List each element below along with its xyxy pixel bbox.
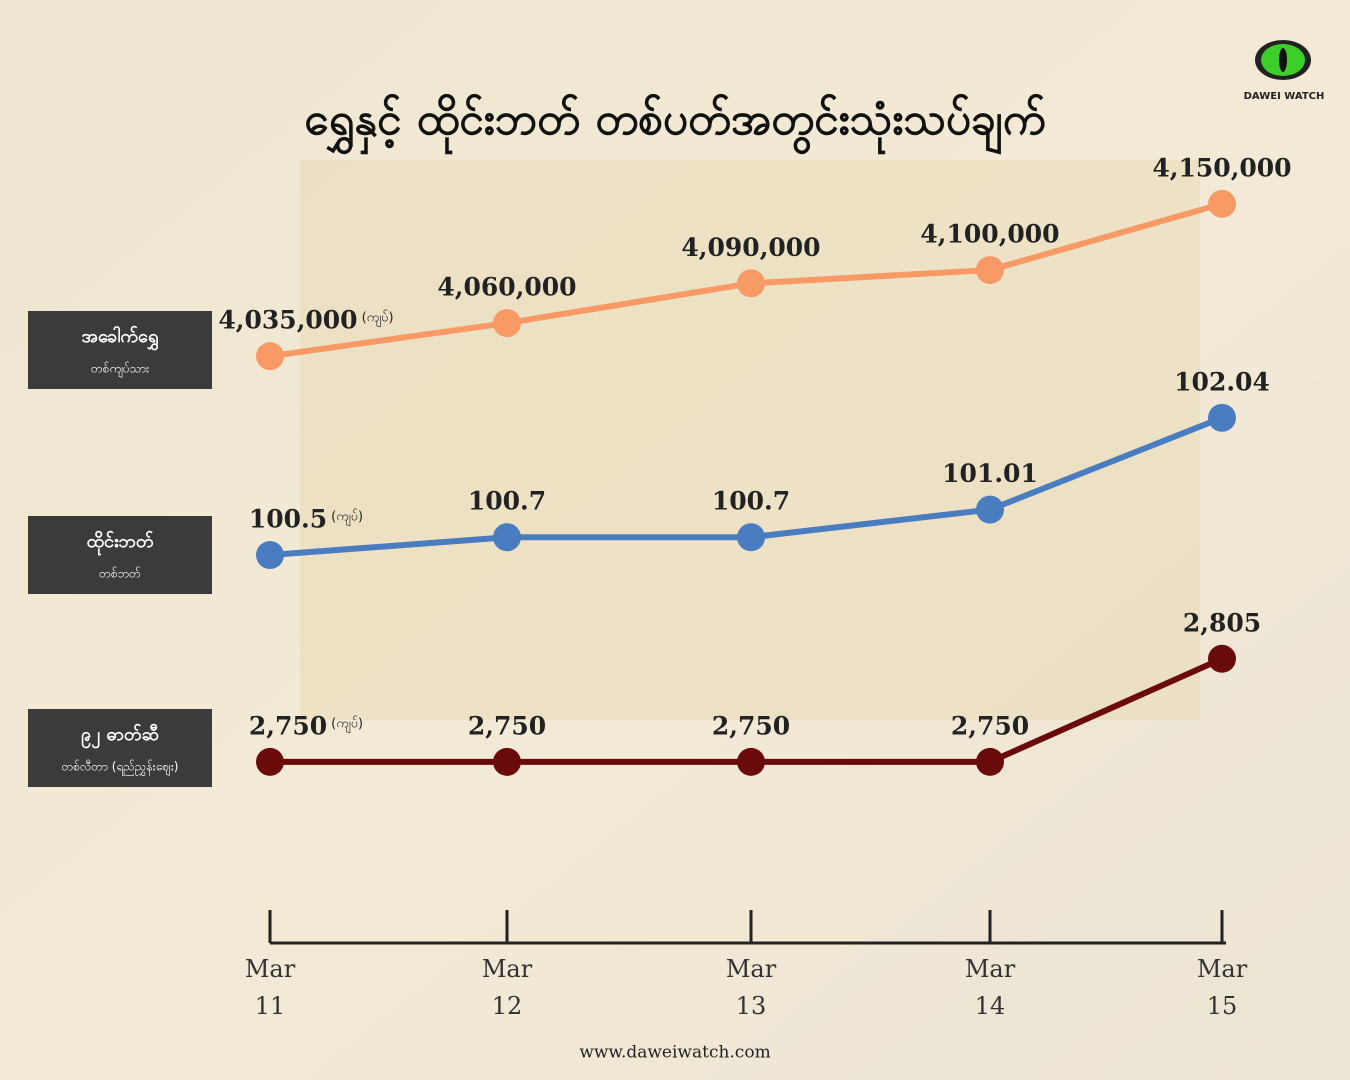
value-label: 4,150,000 bbox=[1152, 153, 1291, 182]
unit-label: (ကျပ်) bbox=[331, 715, 363, 733]
value-label: 100.7 bbox=[468, 487, 546, 516]
value-label: 102.04 bbox=[1174, 367, 1270, 396]
label-box bbox=[28, 516, 212, 594]
value-label: 4,060,000 bbox=[437, 273, 576, 302]
series-sub: တစ်ကျပ်သား bbox=[91, 361, 149, 379]
series-sub: တစ်လီတာ (ရည်ညွှန်းဈေး) bbox=[62, 759, 179, 777]
footer: www.daweiwatch.com bbox=[579, 1043, 770, 1063]
series-sub: တစ်ဘတ် bbox=[99, 566, 141, 581]
point bbox=[1208, 644, 1236, 673]
value-label: 4,035,000 bbox=[218, 306, 357, 335]
label-box bbox=[28, 709, 212, 787]
point bbox=[256, 747, 284, 776]
x-tick-label: Mar 13 bbox=[726, 955, 777, 1020]
value-label: 100.5 bbox=[249, 505, 327, 534]
value-label: 101.01 bbox=[942, 459, 1038, 488]
point bbox=[1208, 403, 1236, 432]
value-label: 2,750 bbox=[712, 711, 790, 740]
point bbox=[493, 523, 521, 552]
logo-pupil bbox=[1279, 48, 1287, 72]
point bbox=[976, 747, 1004, 776]
value-label: 2,750 bbox=[468, 711, 546, 740]
value-label: 2,750 bbox=[249, 711, 327, 740]
x-tick-label: Mar 12 bbox=[482, 955, 533, 1020]
value-label: 2,805 bbox=[1183, 608, 1261, 637]
point bbox=[493, 747, 521, 776]
value-label: 4,100,000 bbox=[920, 220, 1059, 249]
x-tick-label: Mar 14 bbox=[965, 955, 1016, 1020]
point bbox=[256, 541, 284, 570]
series-name: ၉၂ ဓာတ်ဆီ bbox=[81, 723, 159, 749]
point bbox=[256, 342, 284, 371]
point bbox=[737, 269, 765, 298]
point bbox=[737, 523, 765, 552]
series-name: အခေါက်ရွှေ bbox=[82, 325, 159, 351]
series-name: ထိုင်းဘတ် bbox=[87, 530, 154, 556]
x-tick-label: Mar 15 bbox=[1197, 955, 1248, 1020]
value-label: 4,090,000 bbox=[681, 233, 820, 262]
unit-label: (ကျပ်) bbox=[362, 310, 394, 328]
value-label: 2,750 bbox=[951, 711, 1029, 740]
brand: DAWEI WATCH bbox=[1244, 91, 1325, 102]
label-box bbox=[28, 311, 212, 389]
point bbox=[1208, 189, 1236, 218]
point bbox=[737, 747, 765, 776]
point bbox=[493, 309, 521, 338]
value-label: 100.7 bbox=[712, 487, 790, 516]
point bbox=[976, 495, 1004, 524]
unit-label: (ကျပ်) bbox=[331, 509, 363, 527]
point bbox=[976, 256, 1004, 285]
x-tick-label: Mar 11 bbox=[245, 955, 296, 1020]
